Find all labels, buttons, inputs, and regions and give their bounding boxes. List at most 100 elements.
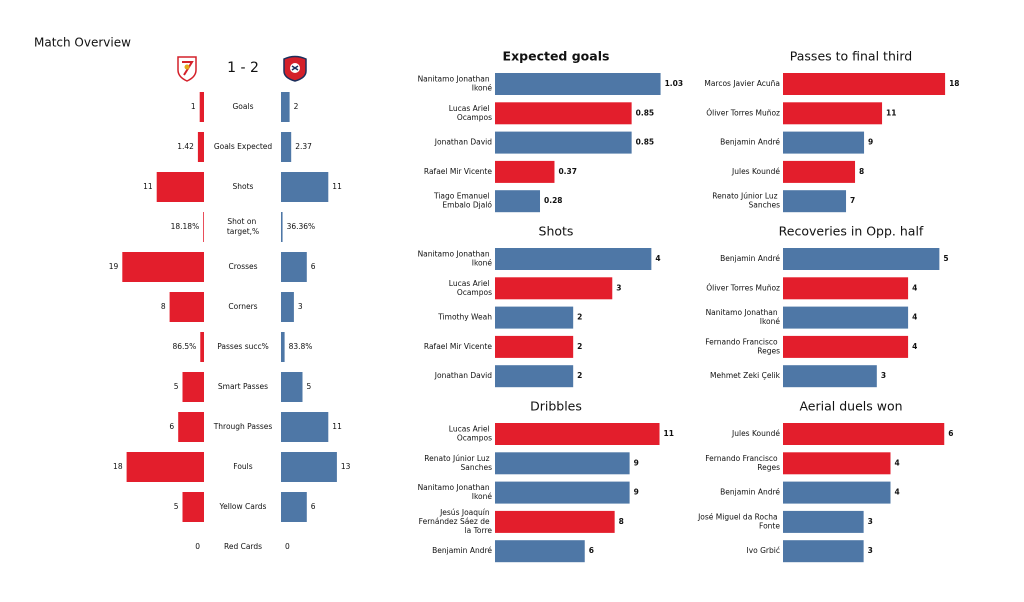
bar [156,172,204,202]
bar [783,131,865,154]
category-label: Tiago Emanuel Embalo Djaló [433,192,492,210]
value-label: 1 [191,102,196,111]
value-label: 0.85 [636,108,655,117]
value-label: 0.37 [558,167,577,176]
category-label: Fernando Francisco Reges [705,337,780,355]
value-label: 5 [174,502,179,511]
bar [281,492,307,522]
value-label: 11 [143,182,153,191]
value-label: 2 [577,342,582,351]
bar [281,212,283,242]
bar [495,306,574,329]
home-logo [177,56,197,82]
value-label: 2.37 [295,142,312,151]
row-label: Shots [233,182,254,191]
value-label: 3 [868,517,873,526]
bar [783,452,891,475]
bar [495,335,574,358]
value-label: 0 [195,542,200,551]
category-label: Fernando Francisco Reges [705,454,780,472]
chart-title: Aerial duels won [799,399,902,414]
category-label: Lucas Ariel Ocampos [449,279,492,297]
bar [783,160,856,183]
value-label: 0.85 [636,138,655,147]
bar [495,365,574,388]
category-label: Benjamin André [720,138,780,147]
row-label: Crosses [228,262,257,271]
bar [199,92,204,122]
bar [281,252,307,282]
value-label: 5 [943,254,948,263]
value-label: 18 [113,462,123,471]
value-label: 11 [332,182,342,191]
value-label: 4 [655,254,660,263]
category-label: Renato Júnior Luz Sanches [424,454,492,472]
score: 1 - 2 [227,60,259,76]
value-label: 36.36% [287,222,316,231]
bar [203,212,204,242]
bar [182,372,204,402]
row-label: Goals Expected [214,142,273,151]
value-label: 9 [868,138,873,147]
value-label: 11 [886,108,896,117]
bar [281,172,329,202]
value-label: 1.03 [665,79,684,88]
bar [281,292,294,322]
value-label: 8 [859,167,864,176]
value-label: 5 [174,382,179,391]
value-label: 11 [664,429,674,438]
value-label: 3 [868,546,873,555]
bar [197,132,204,162]
category-label: Nanitamo Jonathan Ikoné [418,75,493,93]
chart-title: Dribbles [530,399,582,414]
value-label: 3 [298,302,303,311]
value-label: 18.18% [171,222,200,231]
row-label: Fouls [233,462,252,471]
bar [783,481,891,504]
value-label: 13 [341,462,351,471]
bar [783,73,946,95]
category-label: Jules Koundé [731,429,780,438]
bar [495,73,661,95]
bar [783,248,940,270]
bar [783,190,847,213]
row-label: Yellow Cards [219,502,267,511]
value-label: 6 [589,546,594,555]
bar [495,131,632,154]
bar [495,248,652,270]
category-label: Rafael Mir Vicente [424,167,492,176]
row-label: Goals [233,102,254,111]
value-label: 83.8% [289,342,313,351]
bar [281,452,337,482]
bar [281,92,290,122]
category-label: Nanitamo Jonathan Ikoné [418,250,493,268]
chart-title: Expected goals [503,49,610,64]
bar [495,423,660,445]
panel-title: Match Overview [34,36,131,50]
value-label: 8 [619,517,624,526]
category-label: Nanitamo Jonathan Ikoné [706,308,781,326]
row-label: Smart Passes [218,382,268,391]
category-label: Jules Koundé [731,167,780,176]
bar [495,510,615,533]
bar [783,540,864,563]
category-label: Mehmet Zeki Çelik [710,371,781,380]
value-label: 6 [311,262,316,271]
bar [783,510,864,533]
value-label: 4 [912,313,917,322]
category-label: Nanitamo Jonathan Ikoné [418,483,493,501]
bar [182,492,204,522]
bar [495,452,630,475]
bar [126,452,204,482]
chart-title: Passes to final third [790,49,912,64]
category-label: Rafael Mir Vicente [424,342,492,351]
row-label: Red Cards [224,542,262,551]
value-label: 2 [294,102,299,111]
away-logo [283,55,307,82]
bar [122,252,204,282]
bar [281,372,303,402]
bar [783,335,909,358]
category-label: Jonathan David [434,138,492,147]
category-label: Óliver Torres Muñoz [706,108,780,117]
value-label: 3 [881,371,886,380]
